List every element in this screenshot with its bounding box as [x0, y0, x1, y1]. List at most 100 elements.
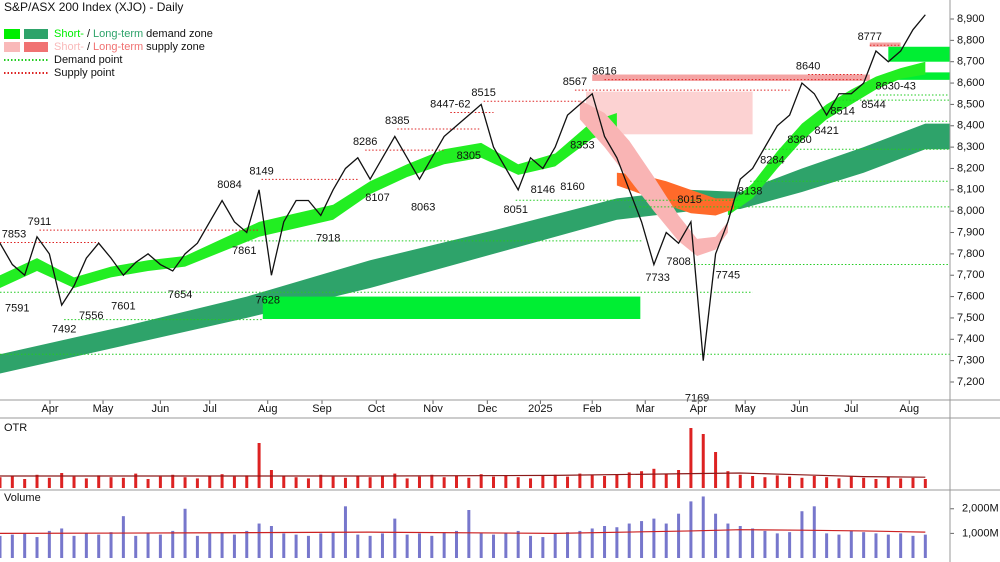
pivot-label: 8051 [503, 204, 527, 216]
legend-text: demand zone [146, 28, 213, 40]
x-tick-label: Sep [312, 403, 332, 415]
legend-swatch [24, 42, 48, 52]
otr-bar [35, 474, 39, 488]
pivot-label: 7492 [52, 324, 76, 336]
otr-bar [343, 477, 347, 488]
otr-bar [504, 475, 508, 488]
volume-bar [356, 534, 360, 558]
pivot-label: 7733 [645, 272, 669, 284]
otr-bar [738, 474, 742, 488]
x-tick-label: Apr [41, 403, 58, 415]
otr-bar [849, 476, 853, 488]
otr-bar [84, 478, 88, 488]
otr-bar [640, 471, 644, 488]
volume-bar [775, 533, 779, 558]
otr-bar [306, 478, 310, 488]
pivot-label: 8015 [677, 194, 701, 206]
volume-bar [492, 534, 496, 558]
pivot-label: 8421 [814, 125, 838, 137]
mid-layer [0, 44, 950, 355]
volume-bar [516, 530, 520, 558]
chart-title: S&P/ASX 200 Index (XJO) - Daily [4, 0, 183, 14]
volume-bar [269, 526, 273, 558]
y-tick-label: 8,800 [957, 34, 985, 46]
volume-bar [467, 510, 471, 558]
otr-bar [380, 475, 384, 488]
otr-bar [479, 474, 483, 488]
pivot-label: 8353 [570, 140, 594, 152]
y-tick-label: 8,100 [957, 184, 985, 196]
legend-text: Long-term [93, 28, 143, 40]
volume-bar [825, 533, 829, 558]
legend-label: Short- / Long-term demand zone [54, 28, 213, 40]
pivot-label: 8385 [385, 115, 409, 127]
y-tick-label: 8,200 [957, 162, 985, 174]
otr-bar [775, 475, 779, 488]
otr-bar [356, 476, 360, 488]
volume-bar [899, 533, 903, 558]
otr-bar [874, 479, 878, 488]
otr-bar [566, 476, 570, 488]
otr-average [0, 472, 926, 478]
y-tick-label: 8,900 [957, 13, 985, 25]
otr-bar [603, 476, 607, 488]
pivot-label: 7745 [716, 270, 740, 282]
x-tick-label: Dec [478, 403, 498, 415]
volume-average [0, 529, 926, 534]
otr-bar [911, 477, 915, 488]
zone-rect [592, 74, 870, 81]
otr-bar [417, 476, 421, 488]
otr-bar [923, 479, 927, 488]
otr-bar [677, 470, 681, 488]
otr-bar [442, 477, 446, 488]
volume-bar [195, 535, 199, 558]
otr-bar [812, 476, 816, 488]
volume-bar [714, 513, 718, 558]
pivot-label: 8284 [760, 154, 784, 166]
pivot-label: 8146 [531, 184, 555, 196]
pivot-label: 8447-62 [430, 98, 470, 110]
pivot-label: 8380 [787, 134, 811, 146]
pivot-label: 8544 [861, 99, 885, 111]
otr-bar [701, 434, 705, 488]
x-tick-label: Jul [844, 403, 858, 415]
zone-band [579, 100, 728, 257]
volume-bar [158, 534, 162, 558]
otr-bar [220, 474, 224, 488]
volume-bar [393, 518, 397, 558]
legend-text: Short- [54, 41, 84, 53]
volume-bar [664, 523, 668, 558]
otr-bar [430, 474, 434, 488]
otr-bar [47, 477, 51, 488]
otr-bar [282, 476, 286, 488]
pivot-label: 7808 [666, 256, 690, 268]
volume-bar [862, 532, 866, 558]
otr-bar [751, 476, 755, 488]
volume-bar [652, 518, 656, 558]
otr-bar [825, 477, 829, 488]
y-tick-label: 7,200 [957, 376, 985, 388]
otr-bar [714, 452, 718, 488]
y-tick-label: 2,000M [962, 503, 999, 515]
pivot-label: 8107 [365, 192, 389, 204]
volume-bar [627, 523, 631, 558]
otr-bar [615, 474, 619, 488]
volume-bar [97, 534, 101, 558]
legend-label: Demand point [54, 54, 123, 66]
pivot-label: 7169 [685, 393, 709, 405]
volume-bar [689, 501, 693, 558]
pivot-label: 7556 [79, 310, 103, 322]
volume-bar [306, 535, 310, 558]
pivot-label: 8514 [830, 105, 854, 117]
y-tick-label: 7,300 [957, 355, 985, 367]
otr-bar [319, 474, 323, 488]
volume-bar [331, 532, 335, 558]
volume-bar [726, 523, 730, 558]
volume-bar [109, 532, 113, 558]
volume-bar [590, 528, 594, 558]
volume-bar [430, 535, 434, 558]
volume-bar [23, 533, 27, 558]
otr-bar [10, 476, 14, 488]
otr-bar [0, 477, 2, 488]
volume-bar [529, 535, 533, 558]
